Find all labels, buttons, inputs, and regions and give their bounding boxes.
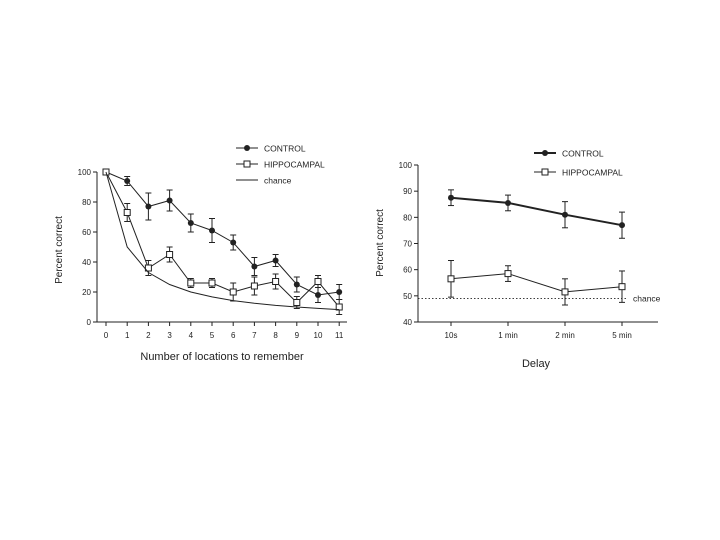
y-tick-label: 100 — [399, 161, 413, 170]
x-tick-label: 5 min — [612, 331, 632, 340]
point-control-3 — [619, 222, 625, 229]
point-hippocampal-1 — [123, 209, 131, 216]
left-chart: CONTROL HIPPOCAMPAL chance 0 20 40 60 80 100 0 1… — [54, 144, 347, 363]
point-control-1 — [505, 199, 511, 206]
point-hippocampal-1 — [504, 270, 512, 278]
legend-marker-0 — [542, 150, 548, 156]
point-hippocampal-3 — [166, 251, 174, 258]
y-tick-label: 60 — [403, 266, 412, 275]
legend-marker-0 — [244, 145, 250, 151]
point-hippocampal-9 — [293, 299, 301, 306]
y-tick-label: 40 — [403, 318, 412, 327]
point-hippocampal-8 — [272, 278, 280, 285]
point-control-5 — [209, 227, 215, 234]
right-x-ticks: 10s 1 min 2 min 5 min — [445, 322, 632, 340]
x-tick-label: 1 — [125, 331, 130, 340]
left-x-axis-label: Number of locations to remember — [140, 351, 304, 363]
x-tick-label: 0 — [104, 331, 109, 340]
point-control-9 — [293, 281, 300, 288]
point-control-11 — [336, 289, 343, 295]
left-y-axis-label: Percent correct — [54, 216, 65, 284]
series-chance-line — [105, 171, 340, 311]
point-hippocampal-11 — [335, 303, 343, 311]
right-chart: CONTROL HIPPOCAMPAL 40 50 60 70 80 90 100 10s 1 … — [375, 149, 661, 371]
left-series — [102, 168, 343, 315]
y-tick-label: 90 — [403, 187, 412, 196]
right-series — [447, 189, 626, 306]
right-legend: CONTROL HIPPOCAMPAL — [534, 149, 623, 178]
y-tick-label: 60 — [82, 228, 91, 237]
point-hippocampal-4 — [187, 279, 195, 287]
point-control-0 — [448, 194, 454, 201]
series-hippocampal-line — [105, 171, 340, 308]
point-control-1 — [124, 178, 131, 184]
y-tick-label: 100 — [78, 168, 92, 177]
x-tick-label: 10s — [445, 331, 458, 340]
series-control-line — [105, 171, 340, 296]
point-hippocampal-10 — [314, 278, 322, 285]
x-tick-label: 2 — [146, 331, 151, 340]
point-hippocampal-6 — [229, 288, 237, 296]
legend-label-2: chance — [264, 176, 292, 186]
legend-label-1: HIPPOCAMPAL — [562, 168, 623, 178]
x-tick-label: 11 — [335, 331, 344, 340]
point-hippocampal-5 — [208, 279, 216, 287]
left-legend: CONTROL HIPPOCAMPAL chance — [236, 144, 325, 186]
point-hippocampal-0 — [447, 275, 455, 283]
x-tick-label: 4 — [189, 331, 194, 340]
series-control-line — [450, 196, 623, 227]
point-hippocampal-7 — [250, 282, 258, 290]
x-tick-label: 6 — [231, 331, 236, 340]
left-y-ticks: 0 20 40 60 80 100 — [78, 168, 97, 327]
point-control-2 — [562, 211, 568, 218]
series-hippocampal-line — [450, 273, 623, 293]
point-hippocampal-2 — [144, 264, 152, 272]
y-tick-label: 50 — [403, 292, 412, 301]
point-control-10 — [315, 292, 321, 298]
x-tick-label: 3 — [167, 331, 172, 340]
point-hippocampal-3 — [618, 283, 626, 291]
y-tick-label: 40 — [82, 258, 91, 267]
y-tick-label: 0 — [87, 318, 92, 327]
x-tick-label: 9 — [295, 331, 300, 340]
x-tick-label: 7 — [252, 331, 257, 340]
x-tick-label: 5 — [210, 331, 215, 340]
x-tick-label: 10 — [314, 331, 323, 340]
right-y-axis-label: Percent correct — [375, 209, 386, 277]
legend-label-0: CONTROL — [562, 149, 604, 159]
y-tick-label: 80 — [403, 213, 412, 222]
y-tick-label: 80 — [82, 198, 91, 207]
legend-label-0: CONTROL — [264, 144, 306, 154]
chance-label: chance — [633, 293, 661, 303]
point-hippocampal-2 — [561, 288, 569, 296]
y-tick-label: 20 — [82, 288, 91, 297]
legend-marker-1 — [243, 160, 251, 168]
y-tick-label: 70 — [403, 240, 412, 249]
point-control-8 — [272, 257, 279, 264]
point-control-6 — [230, 239, 237, 246]
right-chance-line: chance — [418, 293, 661, 303]
point-control-3 — [166, 197, 173, 204]
point-control-4 — [187, 220, 194, 226]
x-tick-label: 8 — [273, 331, 278, 340]
x-tick-label: 2 min — [555, 331, 575, 340]
point-control-7 — [251, 263, 258, 270]
left-x-ticks: 0 1 2 3 4 5 6 7 8 9 10 11 — [104, 322, 344, 340]
legend-marker-1 — [541, 168, 549, 176]
legend-label-1: HIPPOCAMPAL — [264, 160, 325, 170]
right-x-axis-label: Delay — [522, 358, 551, 370]
point-control-2 — [145, 203, 152, 210]
x-tick-label: 1 min — [498, 331, 518, 340]
right-y-ticks: 40 50 60 70 80 90 100 — [399, 161, 418, 327]
